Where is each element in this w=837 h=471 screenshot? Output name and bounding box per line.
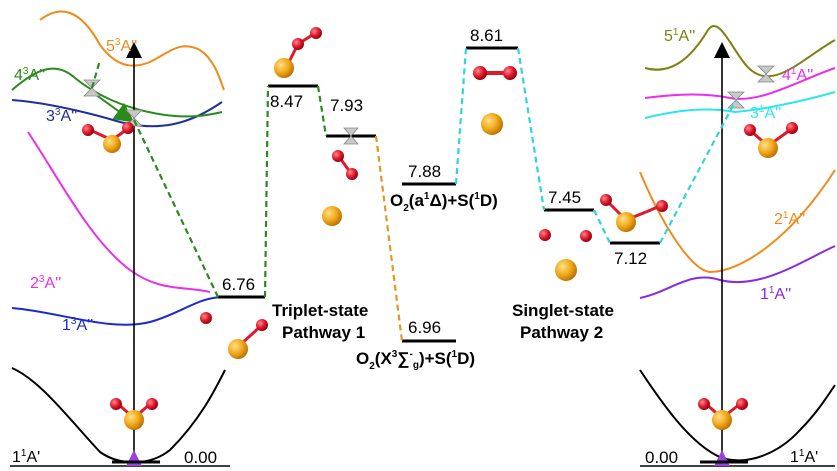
green-dash-2 xyxy=(263,85,270,298)
left-potential-curves xyxy=(11,10,226,464)
orange-dash-1 xyxy=(374,135,404,342)
level-label: 8.61 xyxy=(470,26,503,45)
product-label-a1delta: O2(a1Δ)+S(1D) xyxy=(390,191,498,214)
level-label: 0.00 xyxy=(645,448,678,467)
right-curve-1-1A-prime xyxy=(639,369,836,462)
pathway-1-subtitle: Pathway 1 xyxy=(282,323,365,342)
state-label-left-5: 43A'' xyxy=(14,66,45,84)
level-label: 7.93 xyxy=(330,96,363,115)
right-curve-4-1A-doubleprime xyxy=(644,67,836,100)
state-label-right-1: 11A' xyxy=(790,448,818,466)
left-purple-marker xyxy=(126,450,142,466)
state-label-left-1: 11A' xyxy=(12,448,40,466)
pathway-connectors xyxy=(90,47,737,342)
pathway-2-title: Singlet-state xyxy=(512,301,614,320)
cyan-dash-4 xyxy=(659,99,737,244)
cyan-dash-2 xyxy=(516,47,546,211)
level-label: 8.47 xyxy=(270,92,303,111)
pathway-2-subtitle: Pathway 2 xyxy=(520,323,603,342)
state-label-right-4: 31A'' xyxy=(750,104,781,122)
state-label-right-3: 21A'' xyxy=(774,210,805,228)
molecule-8-61 xyxy=(473,66,517,135)
green-dash-4 xyxy=(90,59,102,89)
level-label: 6.96 xyxy=(408,318,441,337)
green-dash-3 xyxy=(316,85,328,137)
molecule-7-93 xyxy=(322,150,358,226)
molecule-right-bottom xyxy=(698,398,748,430)
state-label-left-6: 53A'' xyxy=(106,37,137,55)
green-dash-1 xyxy=(133,119,219,298)
state-label-right-5: 41A'' xyxy=(782,66,813,84)
right-curve-2-1A-doubleprime xyxy=(639,169,836,274)
state-label-left-3: 23A'' xyxy=(30,274,61,292)
state-label-left-4: 33A'' xyxy=(46,107,77,125)
product-label-x3sigma: O2(X3∑-g)+S(1D) xyxy=(356,349,475,372)
state-label-right-6: 51A'' xyxy=(664,27,695,45)
pathway-1-title: Triplet-state xyxy=(272,301,368,320)
cyan-dash-3 xyxy=(593,209,611,244)
molecule-6-76 xyxy=(200,312,268,359)
level-label: 7.45 xyxy=(548,188,581,207)
left-curve-4-3A-doubleprime xyxy=(11,67,223,118)
molecule-8-47 xyxy=(274,27,322,78)
right-potential-curves xyxy=(639,25,836,462)
left-curve-5-3A-doubleprime xyxy=(39,10,225,91)
state-label-right-2: 11A'' xyxy=(760,285,791,303)
molecules xyxy=(82,27,798,430)
hourglass-7-93 xyxy=(343,127,359,145)
left-curve-3-3A-doubleprime xyxy=(11,99,223,128)
molecule-left-bottom xyxy=(110,398,158,430)
level-label: 0.00 xyxy=(184,448,217,467)
right-curve-5-1A-doubleprime xyxy=(644,25,836,78)
left-curve-1-3A-doubleprime xyxy=(11,295,226,326)
molecule-7-45 xyxy=(539,229,592,281)
state-label-left-2: 13A'' xyxy=(62,316,93,334)
left-curve-2-3A-doubleprime xyxy=(27,131,211,293)
right-curve-3-1A-doubleprime xyxy=(644,91,836,119)
level-label: 7.88 xyxy=(408,162,441,181)
level-label: 7.12 xyxy=(614,249,647,268)
right-curve-1-1A-doubleprime xyxy=(639,245,836,299)
molecule-right-upper xyxy=(744,122,798,158)
molecule-7-12 xyxy=(600,194,668,232)
level-label: 6.76 xyxy=(222,275,255,294)
molecule-left-upper xyxy=(82,122,134,153)
cyan-dash-1 xyxy=(454,47,468,185)
right-purple-marker xyxy=(714,450,730,466)
right-conical-intersection-upper xyxy=(757,65,775,83)
